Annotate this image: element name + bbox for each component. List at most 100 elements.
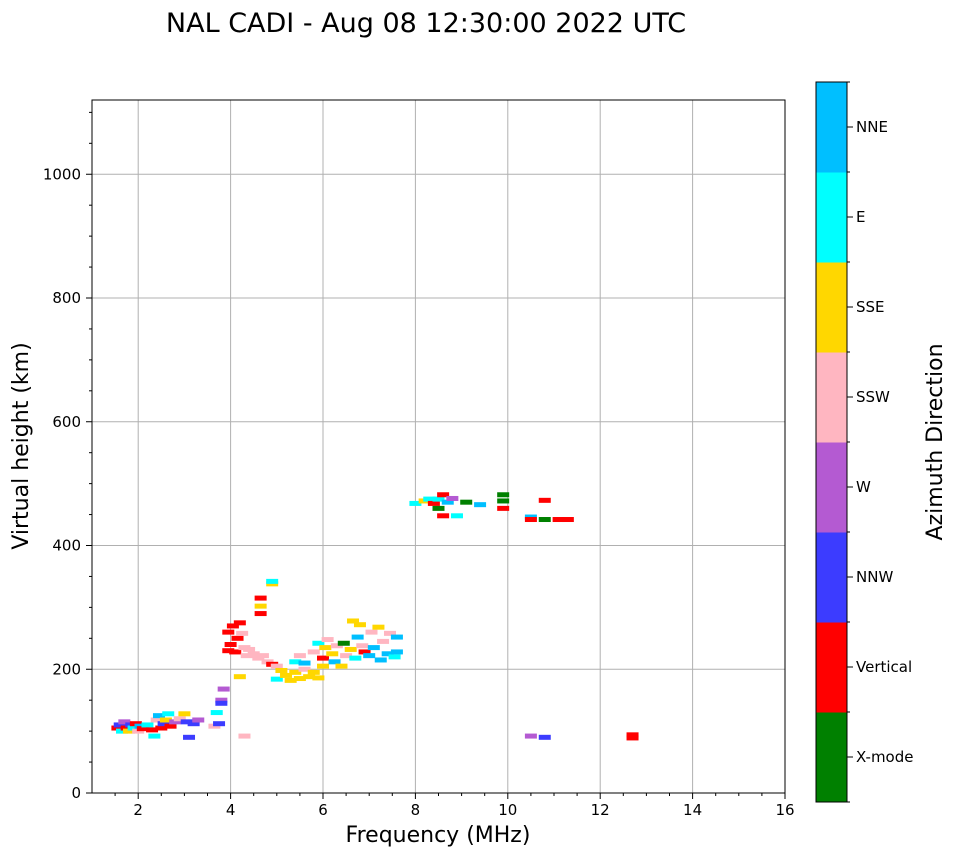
data-point <box>238 733 251 739</box>
colorbar: X-mode Vertical NNW W SSW SSE E NNE <box>815 81 913 803</box>
data-point <box>317 663 329 669</box>
data-point <box>538 517 551 523</box>
colorbar-tick-label: Vertical <box>856 658 912 676</box>
data-point <box>303 674 316 680</box>
colorbar-tick-label: X-mode <box>856 748 913 766</box>
colorbar-tick-label: E <box>856 208 865 226</box>
data-point <box>358 649 371 655</box>
data-point <box>474 502 487 508</box>
colorbar-segment <box>816 352 847 443</box>
data-point <box>497 498 510 504</box>
x-tick-label: 16 <box>775 801 794 819</box>
data-point <box>157 721 170 727</box>
data-point <box>356 643 369 649</box>
colorbar-segment <box>816 622 847 713</box>
data-point <box>226 623 239 629</box>
data-point <box>254 611 267 617</box>
plot-frame <box>91 99 786 794</box>
data-point <box>270 676 283 682</box>
data-point <box>236 630 249 636</box>
data-point <box>113 722 126 728</box>
data-point <box>326 651 339 657</box>
data-point <box>164 723 177 729</box>
data-point <box>377 638 390 644</box>
data-point <box>626 735 639 741</box>
data-point <box>330 643 343 649</box>
data-point <box>229 649 242 655</box>
data-point <box>497 505 510 511</box>
data-point <box>178 711 191 717</box>
data-point <box>437 492 450 498</box>
data-point <box>538 734 551 740</box>
colorbar-label: Azimuth Direction <box>923 343 948 540</box>
x-tick-label: 4 <box>226 801 236 819</box>
data-point <box>254 603 267 609</box>
data-point <box>497 492 510 498</box>
data-point <box>365 629 378 635</box>
data-point <box>233 674 246 680</box>
data-point <box>162 711 175 717</box>
y-axis-label: Virtual height (km) <box>9 342 34 549</box>
data-point <box>561 517 574 523</box>
data-point <box>118 719 131 725</box>
x-tick-label: 12 <box>591 801 610 819</box>
colorbar-segment <box>816 712 847 803</box>
data-points <box>111 492 639 741</box>
data-point <box>215 697 228 703</box>
data-point <box>222 648 235 654</box>
data-point <box>136 726 149 732</box>
data-point <box>224 642 237 647</box>
data-point <box>374 657 387 663</box>
data-point <box>340 653 353 659</box>
colorbar-tick-label: SSW <box>856 388 890 406</box>
colorbar-tick-label: W <box>856 478 871 496</box>
axes: 2 4 6 8 10 12 14 16 0 200 400 600 800 1000 <box>43 111 795 819</box>
data-point <box>298 666 311 672</box>
data-point <box>328 659 341 665</box>
data-point <box>427 500 440 506</box>
data-point <box>432 496 445 502</box>
data-point <box>450 513 463 519</box>
data-point <box>183 734 196 740</box>
colorbar-tick-label: NNE <box>856 118 888 136</box>
x-axis-label: Frequency (MHz) <box>346 823 531 848</box>
data-point <box>148 733 161 739</box>
data-point <box>390 634 403 640</box>
data-point <box>383 630 396 636</box>
x-tick-label: 6 <box>318 801 328 819</box>
colorbar-segment <box>816 442 847 533</box>
data-point <box>321 637 334 643</box>
colorbar-tick-label: NNW <box>856 568 893 586</box>
data-point <box>280 672 293 678</box>
data-point <box>120 725 133 731</box>
data-point <box>266 578 279 584</box>
data-point <box>524 517 537 523</box>
data-point <box>337 640 350 646</box>
data-point <box>122 728 135 734</box>
data-point <box>347 618 360 624</box>
data-point <box>626 732 639 738</box>
data-point <box>381 651 394 657</box>
colorbar-segment <box>816 532 847 623</box>
data-point <box>446 495 459 501</box>
data-point <box>319 645 332 651</box>
data-point <box>441 499 454 505</box>
data-point <box>335 663 348 669</box>
data-point <box>289 659 302 665</box>
data-point <box>312 640 325 646</box>
data-point <box>231 635 244 641</box>
grid-lines <box>92 100 786 794</box>
data-point <box>363 653 376 659</box>
data-point <box>240 653 253 659</box>
data-point <box>152 713 165 719</box>
data-point <box>538 497 551 503</box>
data-point <box>432 505 445 511</box>
y-tick-label: 0 <box>71 784 81 802</box>
data-point <box>293 676 306 682</box>
data-point <box>116 728 129 734</box>
data-point <box>317 655 329 661</box>
data-point <box>243 646 256 652</box>
data-point <box>307 649 320 655</box>
data-point <box>298 660 311 666</box>
